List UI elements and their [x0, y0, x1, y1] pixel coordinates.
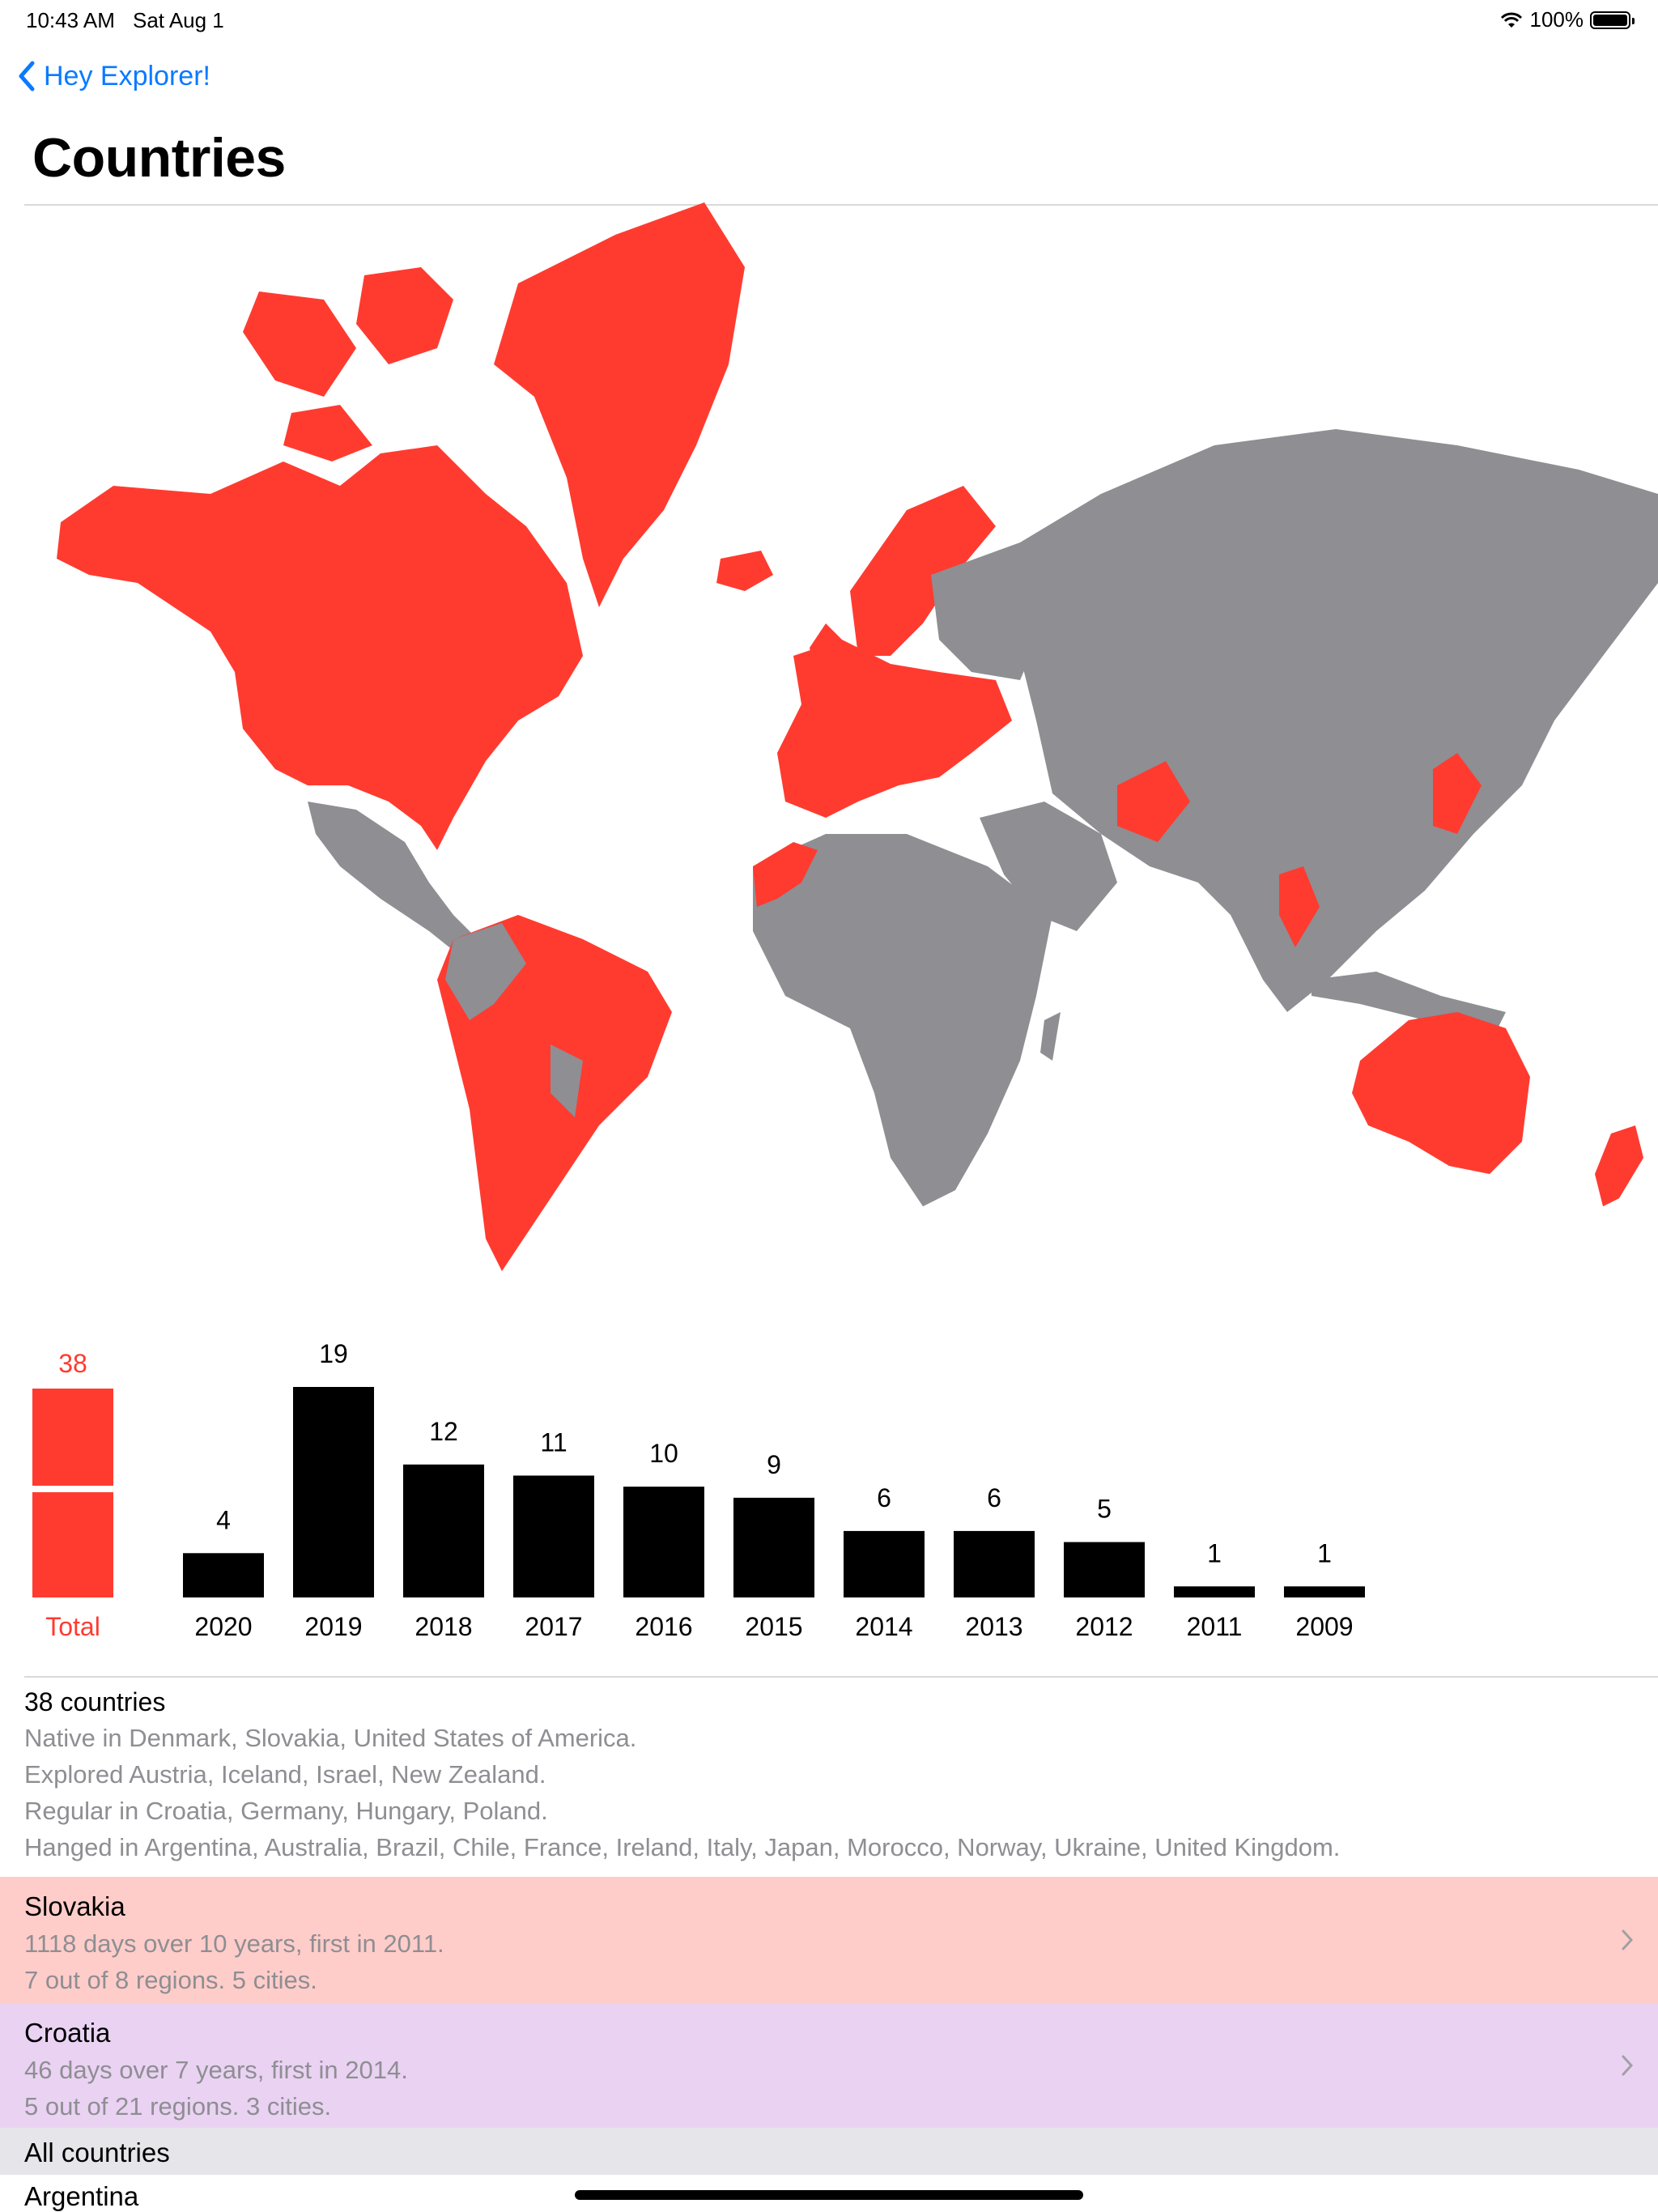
- bar-year-label: 2012: [1075, 1612, 1133, 1641]
- battery-icon: [1590, 11, 1635, 29]
- bar-2014: [844, 1530, 925, 1597]
- bar-value-label: 9: [767, 1450, 781, 1479]
- status-date: Sat Aug 1: [133, 8, 224, 32]
- bar-2009: [1284, 1586, 1365, 1597]
- bar-value-label: 4: [216, 1505, 231, 1534]
- country-regions: 7 out of 8 regions. 5 cities.: [24, 1966, 317, 1994]
- summary-regular: Regular in Croatia, Germany, Hungary, Po…: [24, 1797, 548, 1825]
- map-new-zealand: [1595, 1125, 1643, 1206]
- home-indicator[interactable]: [575, 2190, 1083, 2200]
- country-days: 46 days over 7 years, first in 2014.: [24, 2056, 408, 2084]
- map-pakistan: [1117, 761, 1190, 842]
- country-list-item[interactable]: Argentina: [24, 2181, 139, 2211]
- battery-percent: 100%: [1529, 7, 1584, 32]
- bar-year-label: 2015: [745, 1612, 802, 1641]
- map-thailand: [1279, 866, 1320, 947]
- status-time: 10:43 AM: [26, 8, 115, 32]
- bar-2013: [954, 1530, 1035, 1597]
- map-uk: [810, 623, 842, 688]
- bar-value-label: 12: [429, 1417, 458, 1446]
- back-button[interactable]: Hey Explorer!: [18, 60, 210, 92]
- map-morocco: [753, 842, 818, 907]
- bar-year-label: 2011: [1187, 1612, 1243, 1641]
- visits-by-year-chart: 38 Total 4 2020 19 2019 12 2018 11 2017 10 2016 9 201…: [0, 1312, 1658, 1652]
- map-asia: [1020, 429, 1658, 1012]
- bar-2019: [293, 1387, 374, 1597]
- bar-year-label: 2009: [1295, 1612, 1353, 1641]
- map-scandinavia: [850, 486, 996, 656]
- country-row-slovakia[interactable]: Slovakia 1118 days over 10 years, first …: [0, 1877, 1658, 2003]
- map-greenland: [494, 202, 745, 607]
- status-indicators: 100%: [1499, 7, 1635, 32]
- country-row-croatia[interactable]: Croatia 46 days over 7 years, first in 2…: [0, 2003, 1658, 2128]
- country-name: Slovakia: [24, 1891, 125, 1921]
- bar-year-label: 2019: [304, 1612, 362, 1641]
- map-japan: [1433, 753, 1482, 834]
- total-bar-segment: [32, 1389, 113, 1486]
- summary-hanged: Hanged in Argentina, Australia, Brazil, …: [24, 1833, 1341, 1861]
- bar-value-label: 10: [649, 1439, 678, 1468]
- total-value-label: 38: [58, 1349, 87, 1378]
- world-map[interactable]: [0, 202, 1658, 1287]
- country-name: Croatia: [24, 2018, 111, 2048]
- map-africa: [753, 834, 1052, 1206]
- bar-2017: [513, 1475, 594, 1597]
- bar-value-label: 6: [877, 1483, 891, 1512]
- all-countries-header: All countries: [0, 2128, 1658, 2175]
- map-madagascar: [1040, 1012, 1061, 1061]
- bar-value-label: 5: [1097, 1495, 1112, 1524]
- country-regions: 5 out of 21 regions. 3 cities.: [24, 2092, 332, 2121]
- bar-2020: [183, 1553, 264, 1597]
- bar-2018: [403, 1464, 484, 1597]
- map-south-america-grey: [445, 923, 583, 1117]
- back-label: Hey Explorer!: [44, 60, 210, 91]
- bar-value-label: 1: [1317, 1538, 1332, 1568]
- bar-year-label: 2018: [414, 1612, 472, 1641]
- map-middle-east: [980, 802, 1117, 931]
- total-bar-segment: [32, 1492, 113, 1597]
- bar-2015: [733, 1497, 814, 1597]
- bar-value-label: 19: [319, 1339, 348, 1368]
- bar-value-label: 6: [987, 1483, 1001, 1512]
- summary-native: Native in Denmark, Slovakia, United Stat…: [24, 1724, 637, 1752]
- page-title: Countries: [32, 127, 286, 189]
- bar-value-label: 11: [540, 1427, 567, 1457]
- bar-2012: [1064, 1542, 1145, 1597]
- chart-divider: [24, 1676, 1658, 1678]
- countries-summary: 38 countries Native in Denmark, Slovakia…: [24, 1684, 1643, 1865]
- bar-year-label: 2017: [525, 1612, 582, 1641]
- bar-2016: [623, 1487, 704, 1597]
- chevron-left-icon: [19, 61, 35, 91]
- map-mexico: [308, 802, 486, 963]
- bar-2011: [1174, 1586, 1255, 1597]
- chevron-right-icon: [1622, 2055, 1634, 2076]
- chevron-right-icon: [1622, 1929, 1634, 1950]
- status-bar: 10:43 AM Sat Aug 1 100%: [0, 0, 1658, 40]
- bar-year-label: 2020: [194, 1612, 252, 1641]
- map-eastern-europe: [931, 542, 1044, 680]
- bar-year-label: 2016: [635, 1612, 692, 1641]
- bar-year-label: 2013: [965, 1612, 1022, 1641]
- bar-year-label: 2014: [855, 1612, 912, 1641]
- map-iceland: [716, 551, 773, 591]
- map-north-america: [57, 445, 583, 850]
- title-divider: [24, 204, 1658, 206]
- map-australia: [1352, 1012, 1530, 1174]
- map-canadian-islands: [243, 267, 453, 462]
- wifi-icon: [1500, 12, 1522, 28]
- summary-explored: Explored Austria, Iceland, Israel, New Z…: [24, 1760, 546, 1789]
- total-axis-label: Total: [45, 1612, 100, 1641]
- country-days: 1118 days over 10 years, first in 2011.: [24, 1929, 444, 1958]
- bar-value-label: 1: [1207, 1538, 1222, 1568]
- map-europe: [777, 640, 1012, 818]
- summary-title: 38 countries: [24, 1687, 166, 1716]
